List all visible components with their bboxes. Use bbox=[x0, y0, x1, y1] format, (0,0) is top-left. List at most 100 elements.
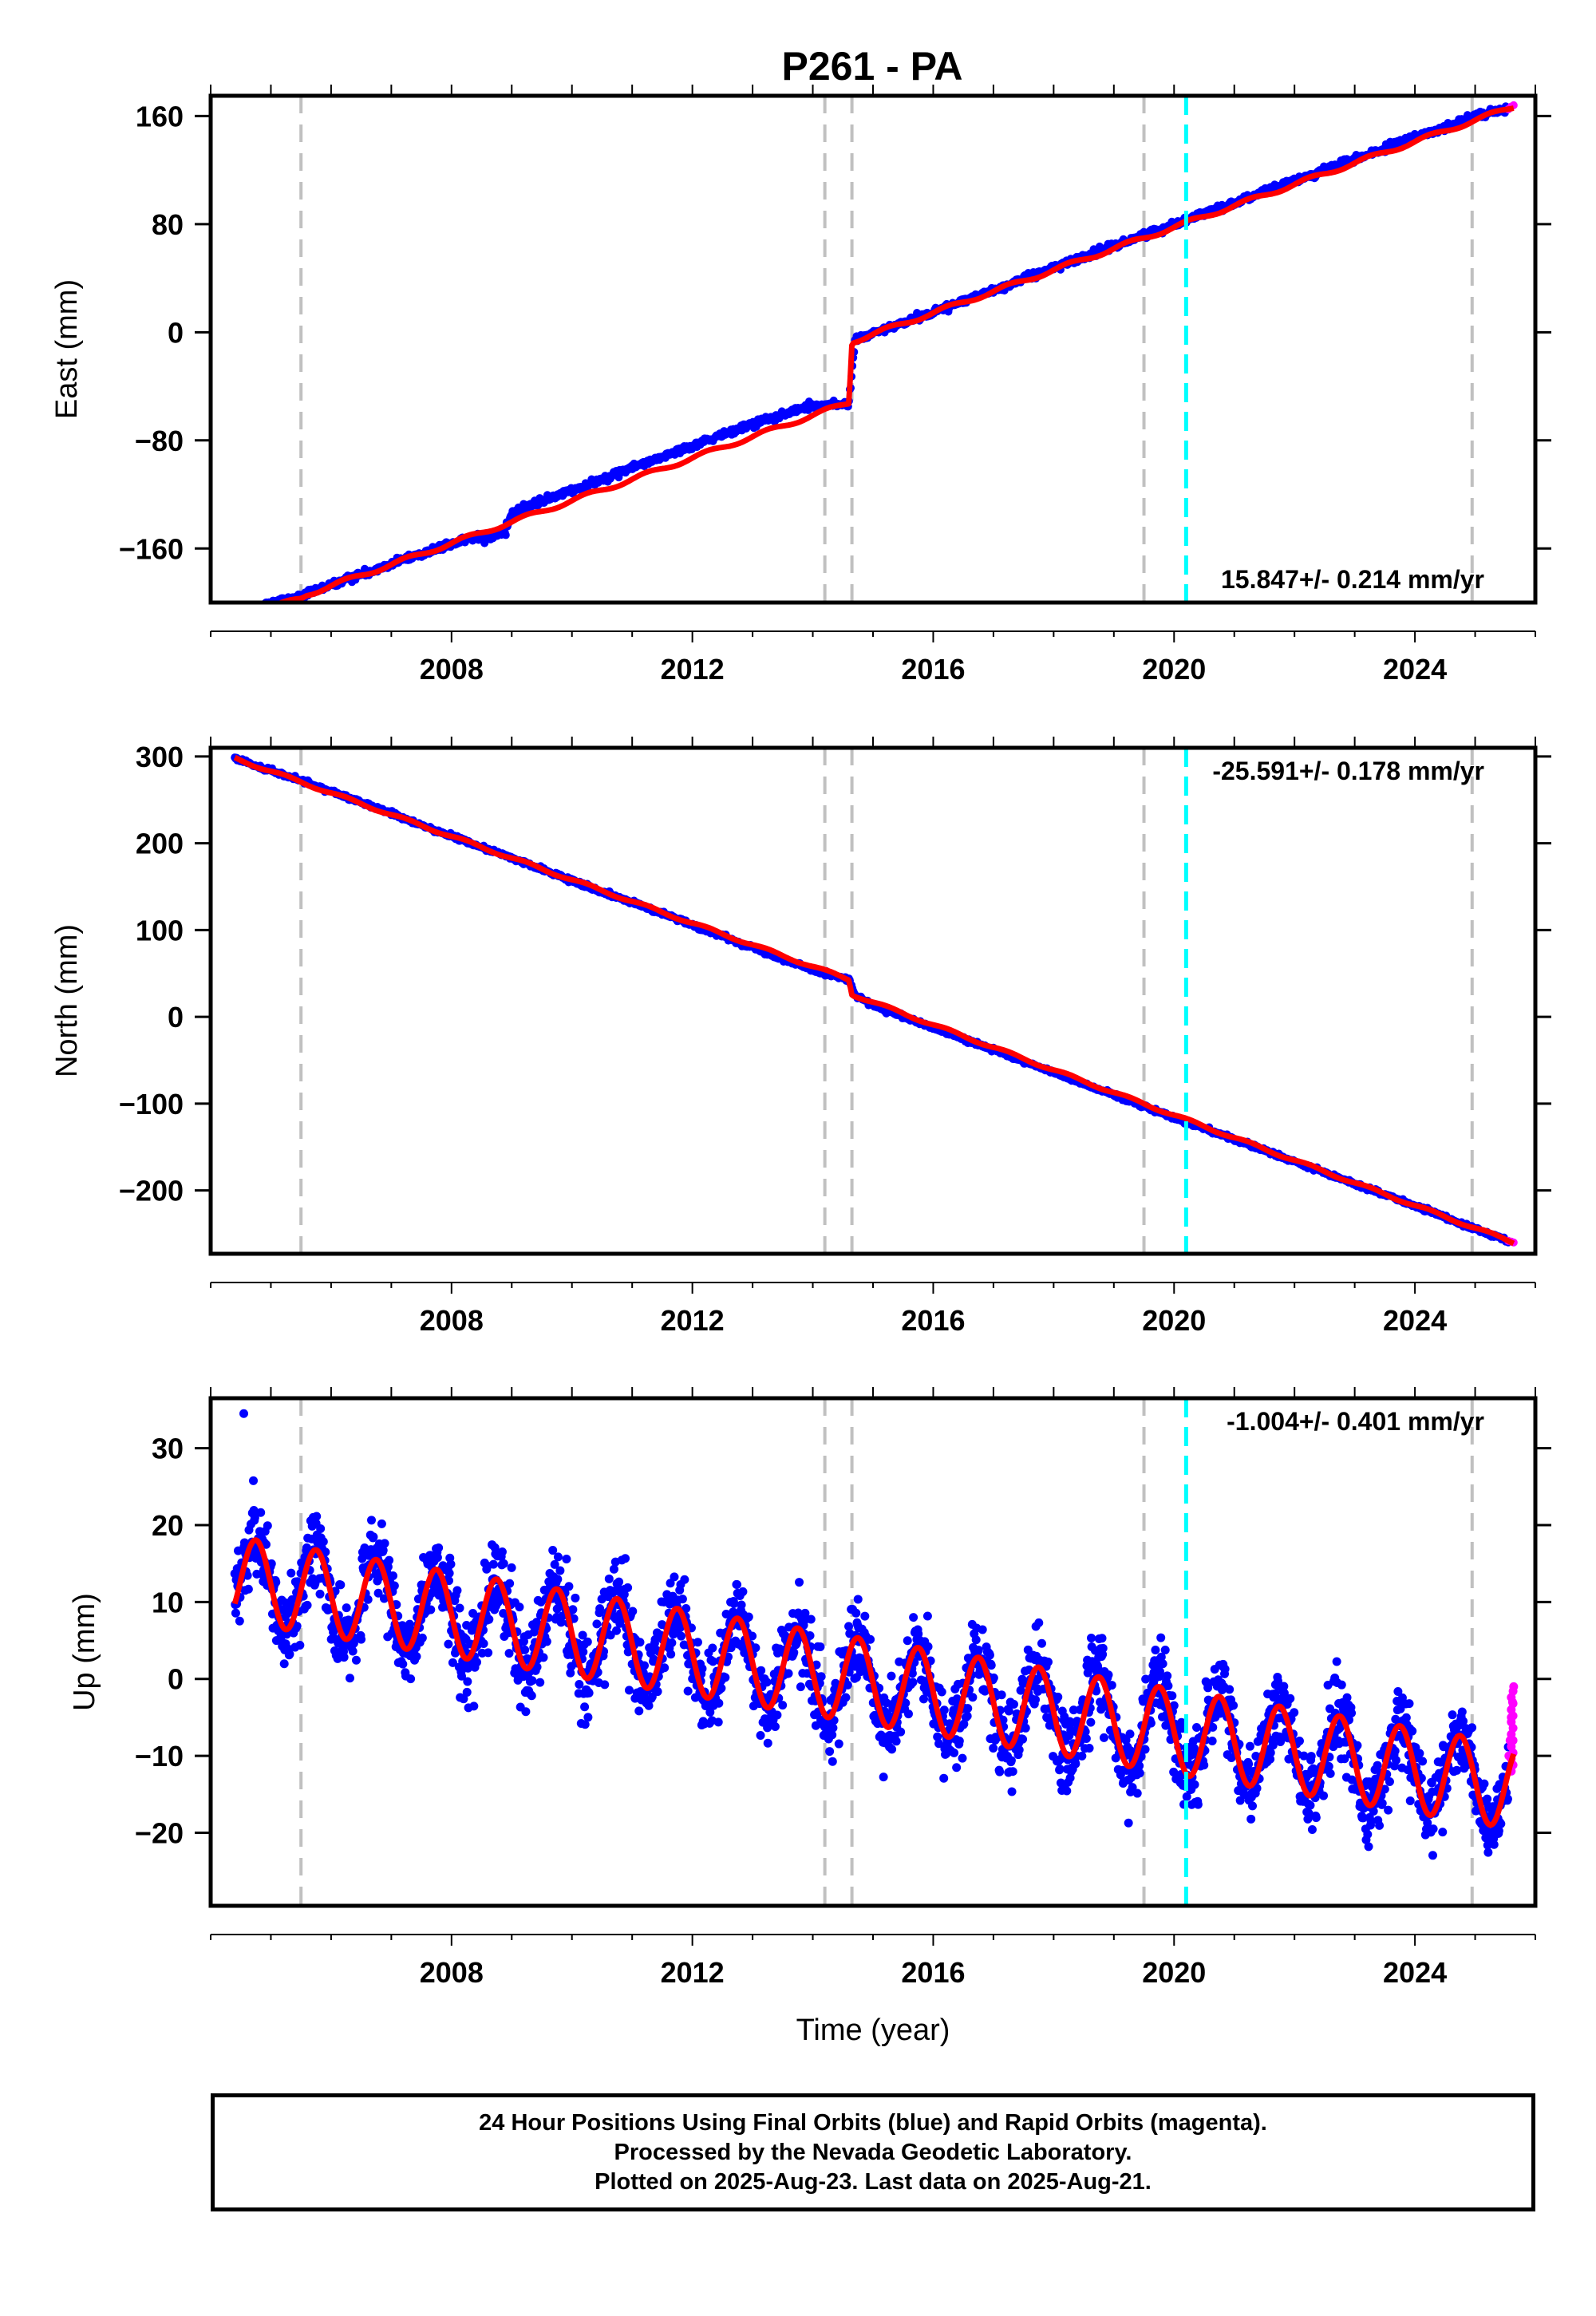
up-final-point bbox=[484, 1648, 493, 1658]
up-final-point bbox=[463, 1677, 472, 1686]
north-velocity-label: -25.591+/- 0.178 mm/yr bbox=[1212, 757, 1484, 785]
up-final-point bbox=[479, 1639, 488, 1649]
up-final-point bbox=[231, 1608, 240, 1618]
east-final-point bbox=[250, 605, 258, 613]
up-final-point bbox=[497, 1547, 507, 1556]
east-final-point bbox=[238, 611, 246, 619]
up-final-point bbox=[922, 1611, 932, 1621]
up-final-point bbox=[693, 1638, 702, 1647]
up-final-point bbox=[315, 1589, 325, 1599]
up-final-point bbox=[1084, 1743, 1094, 1753]
up-final-point bbox=[677, 1631, 686, 1641]
up-final-point bbox=[342, 1603, 351, 1613]
up-final-point bbox=[1071, 1759, 1080, 1769]
north-y-axis-label: North (mm) bbox=[50, 924, 84, 1077]
up-final-point bbox=[521, 1707, 531, 1717]
east-x-tick-label: 2020 bbox=[1142, 653, 1206, 686]
up-final-point bbox=[939, 1773, 949, 1783]
up-final-point bbox=[1053, 1692, 1063, 1701]
up-final-point bbox=[515, 1603, 524, 1612]
up-final-point bbox=[505, 1579, 515, 1588]
up-final-point bbox=[279, 1659, 289, 1669]
east-final-point bbox=[232, 613, 240, 621]
up-final-point bbox=[256, 1508, 266, 1517]
east-y-tick-label: 160 bbox=[136, 100, 184, 132]
up-final-point bbox=[595, 1604, 605, 1614]
up-final-point bbox=[600, 1680, 610, 1690]
up-final-point bbox=[520, 1645, 530, 1654]
up-final-point bbox=[462, 1687, 472, 1697]
up-final-point bbox=[1007, 1787, 1017, 1796]
up-final-point bbox=[507, 1563, 516, 1572]
up-final-point bbox=[986, 1661, 996, 1670]
up-final-point bbox=[660, 1663, 670, 1673]
up-final-point bbox=[455, 1603, 464, 1613]
up-final-point bbox=[553, 1575, 563, 1584]
up-final-point bbox=[763, 1738, 772, 1748]
east-data-layer bbox=[231, 101, 1518, 625]
up-final-point bbox=[1037, 1638, 1046, 1648]
up-final-point bbox=[592, 1619, 602, 1629]
up-final-point bbox=[721, 1673, 730, 1682]
east-final-point bbox=[239, 611, 247, 619]
up-final-point bbox=[896, 1727, 906, 1737]
up-final-point bbox=[1107, 1681, 1116, 1690]
up-final-point bbox=[417, 1633, 427, 1642]
up-final-point bbox=[398, 1659, 408, 1669]
east-final-point bbox=[244, 610, 252, 618]
east-model-fit-line bbox=[275, 105, 1515, 603]
up-final-point bbox=[968, 1693, 978, 1702]
east-final-point bbox=[256, 605, 264, 613]
up-final-point bbox=[770, 1722, 780, 1732]
up-final-point bbox=[484, 1614, 494, 1624]
east-final-point bbox=[246, 607, 254, 615]
up-final-point bbox=[860, 1611, 870, 1621]
up-final-point bbox=[1098, 1643, 1108, 1653]
up-final-point bbox=[903, 1636, 912, 1646]
up-final-point bbox=[321, 1547, 330, 1557]
north-x-tick-label: 2020 bbox=[1142, 1304, 1206, 1337]
up-final-point bbox=[1014, 1745, 1024, 1755]
up-final-point bbox=[369, 1532, 378, 1542]
east-velocity-label: 15.847+/- 0.214 mm/yr bbox=[1221, 565, 1484, 594]
up-final-point bbox=[624, 1686, 634, 1695]
up-final-point bbox=[1043, 1658, 1053, 1667]
up-final-point bbox=[243, 1584, 253, 1594]
east-final-point bbox=[235, 614, 243, 622]
east-final-point bbox=[254, 605, 262, 613]
up-final-point bbox=[389, 1571, 398, 1580]
up-final-point bbox=[784, 1669, 793, 1678]
up-final-point bbox=[678, 1595, 687, 1604]
east-final-point bbox=[243, 608, 251, 616]
north-y-tick-label: 200 bbox=[136, 828, 184, 860]
up-final-point bbox=[683, 1686, 693, 1696]
up-final-point bbox=[285, 1650, 294, 1659]
up-final-point bbox=[357, 1634, 366, 1644]
up-final-point bbox=[954, 1736, 964, 1745]
up-final-point bbox=[1097, 1634, 1107, 1643]
up-final-point bbox=[380, 1539, 389, 1548]
east-final-point bbox=[255, 608, 263, 616]
up-final-point bbox=[806, 1614, 816, 1624]
up-final-point bbox=[243, 1571, 252, 1580]
up-final-point bbox=[963, 1704, 973, 1713]
up-final-point bbox=[535, 1678, 545, 1687]
up-final-point bbox=[887, 1745, 897, 1754]
up-final-point bbox=[575, 1679, 584, 1689]
up-final-point bbox=[1099, 1733, 1108, 1742]
up-final-point bbox=[434, 1543, 444, 1552]
up-final-point bbox=[623, 1583, 633, 1592]
up-final-point bbox=[713, 1717, 723, 1727]
up-final-point bbox=[366, 1516, 376, 1525]
east-final-point bbox=[255, 606, 263, 614]
up-final-point bbox=[488, 1559, 498, 1569]
up-final-point bbox=[553, 1552, 563, 1562]
up-final-point bbox=[316, 1524, 326, 1533]
up-final-point bbox=[336, 1580, 346, 1590]
up-final-point bbox=[939, 1705, 949, 1715]
east-final-point bbox=[231, 617, 239, 625]
up-final-point bbox=[866, 1634, 875, 1644]
up-final-point bbox=[756, 1731, 765, 1741]
east-final-point bbox=[237, 610, 245, 618]
up-final-point bbox=[295, 1641, 305, 1650]
